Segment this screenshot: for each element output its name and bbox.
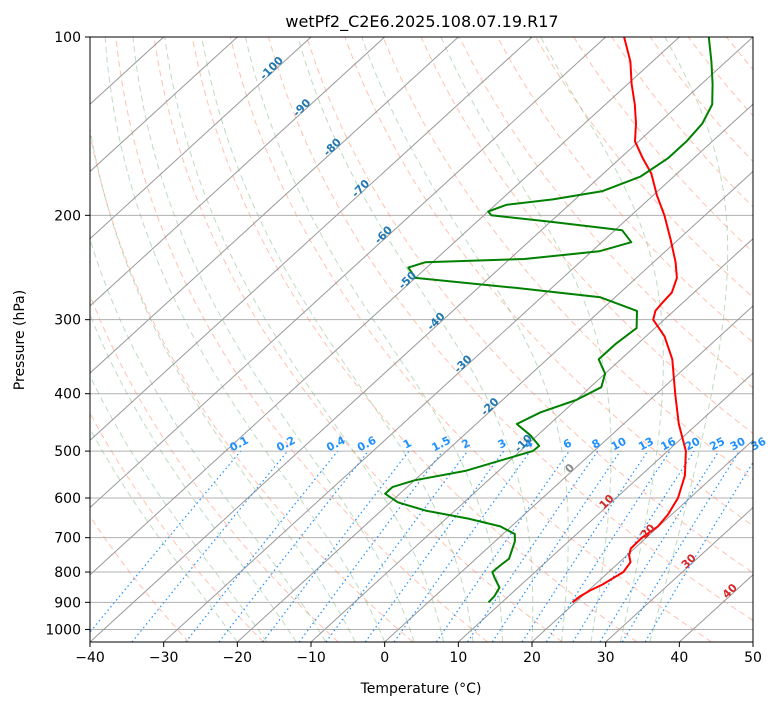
x-tick-label: 0 — [380, 650, 389, 666]
dry-adiabat — [382, 37, 753, 481]
mixing-ratio-line — [131, 450, 289, 642]
y-tick-label: 300 — [54, 313, 81, 329]
isotherm — [531, 439, 753, 642]
x-tick-label: 20 — [523, 650, 541, 666]
moist-adiabat — [90, 313, 297, 642]
mixing-ratio-line — [435, 450, 570, 642]
moist-adiabat — [201, 37, 474, 642]
moist-adiabat — [90, 427, 238, 642]
mixing-ratio-line — [545, 450, 671, 642]
mixing-ratio-label: 20 — [683, 435, 703, 454]
dry-adiabat — [90, 515, 190, 642]
moist-adiabat — [440, 37, 612, 642]
moist-adiabat — [90, 125, 356, 642]
y-tick-label: 800 — [54, 565, 81, 581]
chart-title: wetPf2_C2E6.2025.108.07.19.R17 — [285, 12, 558, 32]
moist-adiabat — [90, 374, 268, 642]
moist-adiabat — [90, 237, 327, 642]
dry-adiabat — [90, 131, 414, 642]
isotherm — [90, 37, 533, 442]
moist-adiabat — [297, 37, 534, 642]
plot-frame — [89, 36, 754, 643]
mixing-ratio-label: 30 — [728, 435, 748, 454]
moist-adiabat — [361, 37, 569, 642]
x-tick-label: 50 — [744, 650, 762, 666]
mixing-ratio-label: 10 — [609, 435, 629, 454]
dry-adiabat — [535, 37, 753, 298]
y-tick-label: 700 — [54, 531, 81, 547]
isotherm — [90, 37, 312, 240]
mixing-ratio-line — [521, 450, 649, 642]
mixing-ratio-line — [393, 450, 531, 642]
isotherm — [90, 37, 386, 307]
x-tick-label: 30 — [597, 650, 615, 666]
sounding-series — [384, 37, 714, 604]
y-tick-label: 600 — [54, 491, 81, 507]
temperature-profile-line — [571, 37, 687, 604]
mixing-ratio-line — [491, 450, 621, 642]
y-tick-label: 200 — [54, 208, 81, 224]
x-tick-label: 10 — [449, 650, 467, 666]
x-tick-label: −10 — [296, 650, 326, 666]
isotherm — [90, 37, 607, 509]
x-axis-title: Temperature (°C) — [360, 681, 482, 697]
isotherm — [90, 37, 753, 642]
y-tick-label: 500 — [54, 444, 81, 460]
x-tick-label: −40 — [75, 650, 105, 666]
moist-adiabat — [540, 37, 664, 642]
y-tick-label: 1000 — [45, 622, 81, 638]
mixing-ratio-label: 25 — [707, 435, 727, 454]
y-tick-label: 400 — [54, 387, 81, 403]
moist-adiabat — [164, 37, 445, 642]
x-tick-label: −20 — [223, 650, 253, 666]
mixing-ratio-line — [599, 450, 720, 642]
mixing-ratio-line — [262, 450, 410, 642]
isotherm — [384, 305, 753, 642]
mixing-ratio-line — [466, 450, 599, 642]
dry-adiabat — [191, 37, 638, 642]
isotherm — [605, 506, 753, 642]
dewpoint-profile-line — [384, 37, 714, 604]
isotherm — [90, 37, 459, 374]
x-tick-label: −30 — [149, 650, 179, 666]
x-tick-label: 40 — [670, 650, 688, 666]
moist-adiabat — [649, 37, 729, 642]
mixing-ratio-line — [644, 461, 753, 642]
isotherm — [236, 170, 753, 642]
dry-adiabat — [496, 37, 753, 344]
dry-adiabat — [268, 37, 753, 622]
mixing-ratio-label: 13 — [636, 435, 656, 454]
dry-adiabat — [90, 293, 339, 642]
mixing-ratio-label: 16 — [658, 435, 678, 454]
isotherm — [457, 372, 753, 642]
y-axis-title: Pressure (hPa) — [12, 290, 28, 390]
isotherm — [752, 641, 753, 642]
dry-adiabat — [90, 412, 264, 642]
y-tick-label: 900 — [54, 595, 81, 611]
dry-adiabat — [306, 37, 753, 574]
dry-adiabat — [765, 37, 775, 642]
dry-adiabat — [153, 37, 563, 642]
dry-adiabat — [115, 37, 488, 642]
mixing-ratio-label: 36 — [749, 435, 769, 454]
isotherm — [310, 237, 753, 642]
mixing-ratio-line — [185, 450, 339, 642]
mixing-ratio-line — [572, 450, 695, 642]
moist-adiabat — [104, 37, 386, 642]
x-axis: −40 −30 −20 −10 0 10 20 30 40 50 — [75, 642, 762, 666]
isotherm — [90, 37, 680, 576]
y-axis: 100 200 300 400 500 600 700 800 900 1000 — [45, 30, 90, 638]
isotherm — [90, 37, 238, 173]
moist-adiabat — [245, 37, 503, 642]
background-lines — [90, 37, 775, 642]
isotherm — [163, 103, 753, 642]
mixing-ratio-line — [621, 450, 740, 642]
y-tick-label: 100 — [54, 30, 81, 46]
